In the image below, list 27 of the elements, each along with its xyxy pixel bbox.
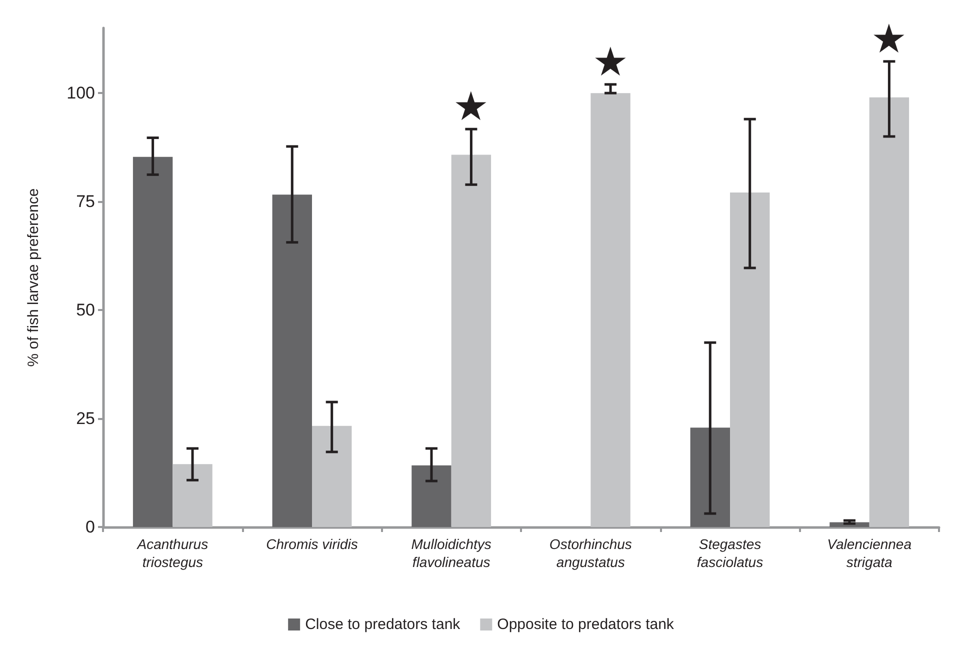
y-tick-label: 0 — [86, 518, 95, 536]
bar — [451, 154, 492, 527]
bar — [590, 93, 630, 527]
data-label: ★ — [592, 40, 629, 84]
y-axis-title: % of fish larvae preference — [25, 188, 42, 367]
data-label: ★ — [871, 17, 908, 62]
bar — [172, 464, 212, 527]
x-tick-label: Valenciennea strigata — [827, 536, 912, 570]
y-tick-label: 75 — [76, 192, 95, 212]
y-tick-label: 25 — [76, 409, 95, 428]
bar — [132, 156, 173, 527]
bar — [312, 426, 352, 527]
legend-label: Opposite to predators tank — [497, 616, 674, 633]
x-tick-label: Mulloidichtys flavolineatus — [411, 536, 492, 570]
bar — [272, 194, 312, 527]
bar — [690, 428, 730, 527]
x-tick-label: Stegastes fasciolatus — [696, 536, 764, 570]
bar — [730, 192, 770, 527]
legend-label: Close to predators tank — [305, 616, 461, 633]
bar — [869, 97, 910, 527]
bar — [412, 465, 452, 527]
y-tick-label: 100 — [66, 84, 95, 103]
y-tick-label: 50 — [76, 300, 95, 320]
x-tick-label: Chromis viridis — [266, 536, 358, 552]
x-tick-label: Acanthurus triostegus — [136, 536, 208, 570]
data-label: ★ — [453, 85, 490, 130]
x-tick-label: Ostorhinchus angustatus — [549, 536, 632, 570]
